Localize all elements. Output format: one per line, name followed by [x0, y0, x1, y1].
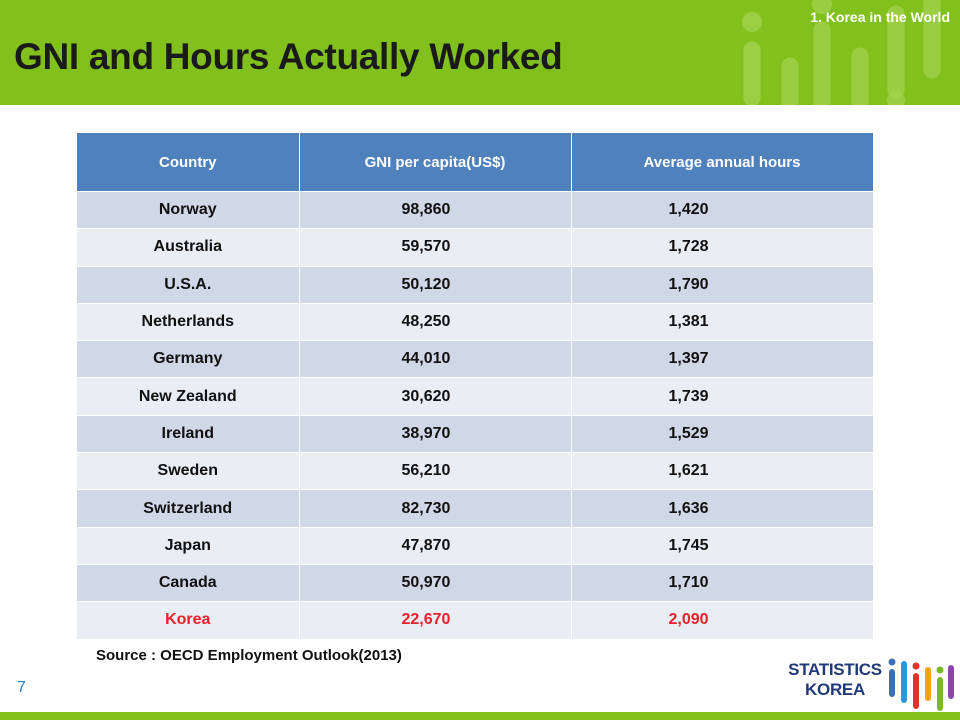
table-row: Ireland 38,970 1,529 [77, 414, 874, 453]
hours-cell: 2,090 [571, 601, 874, 639]
table-row: Canada 50,970 1,710 [77, 563, 874, 602]
gni-cell: 50,120 [299, 265, 572, 304]
gni-cell: 59,570 [299, 228, 572, 267]
table-row: Norway 98,860 1,420 [77, 190, 874, 229]
gni-hours-table: Country GNI per capita(US$) Average annu… [77, 133, 874, 639]
table-row: Switzerland 82,730 1,636 [77, 489, 874, 528]
table-row: Germany 44,010 1,397 [77, 340, 874, 378]
logo-line-korea: KOREA [805, 680, 865, 699]
country-cell: Australia [77, 228, 300, 267]
gni-cell: 98,860 [299, 190, 572, 229]
column-header-country: Country [77, 133, 300, 192]
gni-cell: 44,010 [299, 340, 572, 378]
country-cell: Germany [77, 340, 300, 378]
statistics-korea-bars-logo-icon [888, 658, 954, 711]
statistics-korea-logo: STATISTICS KOREA [788, 650, 958, 712]
country-cell: Sweden [77, 452, 300, 490]
country-cell: Japan [77, 526, 300, 565]
table-row: Japan 47,870 1,745 [77, 526, 874, 565]
country-cell: Norway [77, 190, 300, 229]
hours-cell: 1,745 [571, 526, 874, 565]
gni-cell: 47,870 [299, 526, 572, 565]
table-row-korea-highlight: Korea 22,670 2,090 [77, 601, 874, 639]
hours-cell: 1,420 [571, 190, 874, 229]
hours-cell: 1,739 [571, 377, 874, 416]
country-cell: Canada [77, 563, 300, 602]
table-header-row: Country GNI per capita(US$) Average annu… [77, 133, 874, 192]
source-note: Source : OECD Employment Outlook(2013) [96, 647, 402, 664]
hours-cell: 1,790 [571, 265, 874, 304]
hours-cell: 1,397 [571, 340, 874, 378]
hours-cell: 1,710 [571, 563, 874, 602]
page-number: 7 [17, 679, 26, 696]
country-cell: New Zealand [77, 377, 300, 416]
column-header-gni: GNI per capita(US$) [299, 133, 572, 192]
hours-cell: 1,381 [571, 302, 874, 341]
column-header-hours: Average annual hours [571, 133, 874, 192]
slide-title: GNI and Hours Actually Worked [14, 36, 563, 77]
country-cell: Netherlands [77, 302, 300, 341]
section-label: 1. Korea in the World [810, 9, 950, 25]
gni-cell: 38,970 [299, 414, 572, 453]
table-row: Netherlands 48,250 1,381 [77, 302, 874, 341]
logo-line-statistics: STATISTICS [788, 660, 882, 679]
logo-text: STATISTICS KOREA [788, 660, 882, 700]
hours-cell: 1,728 [571, 228, 874, 267]
table-row: Australia 59,570 1,728 [77, 228, 874, 267]
country-cell: Korea [77, 601, 300, 639]
table-row: New Zealand 30,620 1,739 [77, 377, 874, 416]
country-cell: Ireland [77, 414, 300, 453]
table-row: Sweden 56,210 1,621 [77, 452, 874, 490]
hours-cell: 1,621 [571, 452, 874, 490]
gni-cell: 82,730 [299, 489, 572, 528]
gni-cell: 22,670 [299, 601, 572, 639]
gni-cell: 48,250 [299, 302, 572, 341]
table-row: U.S.A. 50,120 1,790 [77, 265, 874, 304]
decorative-bars-graphic [742, 0, 941, 105]
gni-cell: 56,210 [299, 452, 572, 490]
hours-cell: 1,636 [571, 489, 874, 528]
gni-cell: 30,620 [299, 377, 572, 416]
gni-cell: 50,970 [299, 563, 572, 602]
hours-cell: 1,529 [571, 414, 874, 453]
country-cell: U.S.A. [77, 265, 300, 304]
header-band: 1. Korea in the World [0, 0, 960, 105]
footer-band [0, 712, 960, 720]
country-cell: Switzerland [77, 489, 300, 528]
